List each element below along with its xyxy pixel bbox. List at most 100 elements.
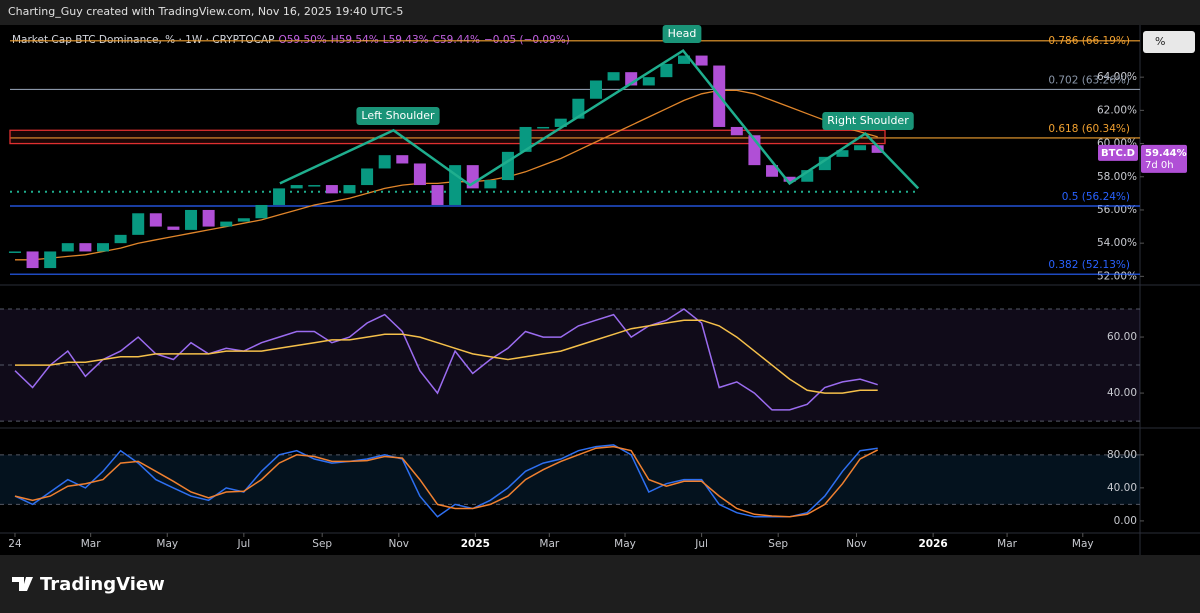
fib-label: 0.5 (56.24%)	[1062, 191, 1130, 203]
price-tag-bg	[1141, 144, 1187, 173]
brand-icon	[12, 577, 33, 591]
candle	[44, 251, 57, 269]
y-tick-label: 58.00%	[1097, 171, 1137, 183]
legend-text: H59.54%	[331, 34, 379, 46]
candle	[290, 185, 303, 189]
candle	[836, 150, 849, 157]
candle	[537, 126, 550, 129]
candle	[396, 155, 409, 164]
candle	[484, 180, 497, 189]
candle	[79, 243, 92, 252]
candle	[519, 126, 532, 152]
price-tag-symbol: BTC.D	[1101, 148, 1135, 159]
price-tag-countdown: 7d 0h	[1145, 160, 1174, 171]
candle	[642, 77, 655, 86]
x-tick-label: Mar	[81, 538, 101, 550]
candle	[220, 221, 233, 227]
x-tick-label: Nov	[389, 538, 410, 550]
pattern-label: Right Shoulder	[827, 114, 909, 127]
candle	[114, 234, 127, 244]
resistance-zone	[9, 129, 886, 145]
candle	[730, 126, 743, 136]
chart-bg	[0, 25, 1200, 555]
legend-text: O59.50%	[278, 34, 326, 46]
candle	[325, 185, 338, 194]
legend-text: Market Cap BTC Dominance, % · 1W · CRYPT…	[12, 34, 274, 46]
y-tick-label: 40.00	[1107, 387, 1137, 399]
indicator-line	[15, 319, 878, 394]
indicator-line	[14, 444, 878, 518]
x-tick-label: Mar	[539, 538, 559, 550]
y-tick-label: 0.00	[1114, 515, 1137, 527]
pattern-label-bg	[662, 25, 702, 43]
candle	[8, 251, 21, 253]
candle	[801, 170, 814, 182]
candle	[237, 218, 250, 222]
candle	[96, 243, 109, 252]
pattern-label: Head	[668, 27, 697, 40]
fib-label: 0.702 (63.26%)	[1048, 74, 1130, 86]
y-tick-label: 56.00%	[1097, 204, 1137, 216]
legend-text: C59.44%	[433, 34, 480, 46]
y-tick-label: 80.00	[1107, 449, 1137, 461]
head-shoulders	[279, 48, 920, 190]
fib-label: 0.382 (52.13%)	[1048, 259, 1130, 271]
candle	[149, 213, 162, 227]
scale-button-label[interactable]: %	[1155, 35, 1165, 48]
pattern-label-bg	[356, 107, 440, 125]
candle	[273, 188, 286, 205]
credit: Charting_Guy created with TradingView.co…	[8, 5, 403, 18]
x-tick-label: Jul	[237, 538, 251, 550]
candle	[678, 55, 690, 64]
legend: Market Cap BTC Dominance, % · 1W · CRYPT…	[12, 34, 570, 46]
x-tick-label: 24	[8, 538, 22, 550]
pattern-label: Left Shoulder	[361, 109, 435, 122]
x-tick-label: May	[1072, 538, 1094, 550]
candle	[185, 209, 198, 230]
y-tick-label: 40.00	[1107, 482, 1137, 494]
scale-button[interactable]	[1143, 31, 1195, 53]
pattern-label-bg	[822, 112, 914, 130]
indicator-line	[14, 445, 879, 518]
candle	[871, 145, 884, 153]
y-tick-label: 54.00%	[1097, 237, 1137, 249]
price-tag-bg	[1098, 144, 1138, 161]
candle	[343, 185, 356, 194]
candle	[308, 185, 321, 187]
moving-average	[15, 89, 878, 261]
candle	[766, 165, 779, 177]
candle	[361, 168, 374, 186]
x-tick-label: Sep	[768, 538, 788, 550]
x-tick-label: 2025	[461, 538, 490, 550]
candle	[132, 213, 145, 235]
candle	[818, 156, 831, 171]
y-tick-label: 62.00%	[1097, 104, 1137, 116]
candle	[378, 155, 391, 169]
x-tick-label: May	[156, 538, 178, 550]
fib-label: 0.786 (66.19%)	[1048, 35, 1130, 47]
x-tick-label: Jul	[694, 538, 708, 550]
candle	[589, 80, 602, 99]
candle	[61, 243, 74, 252]
candle	[413, 163, 426, 186]
y-tick-label: 52.00%	[1097, 270, 1137, 282]
candle	[255, 204, 268, 219]
x-tick-label: Sep	[312, 538, 332, 550]
indicator-line	[14, 308, 878, 411]
candle	[854, 145, 867, 151]
legend-text: L59.43%	[383, 34, 429, 46]
candle	[607, 72, 620, 81]
y-tick-label: 60.00	[1107, 331, 1137, 343]
candle	[26, 251, 39, 269]
price-tag-price: 59.44%	[1145, 148, 1187, 159]
candle	[554, 118, 567, 127]
y-tick-label: 64.00%	[1097, 71, 1137, 83]
x-tick-label: Mar	[997, 538, 1017, 550]
candle	[695, 55, 708, 66]
plot: 52.00% 54.00% 56.00% 58.00% 60.00% 62.00% 64.0…	[0, 25, 1187, 550]
brand: TradingView	[40, 574, 165, 595]
footer: TradingView	[12, 574, 165, 595]
legend-text: −0.05 (−0.09%)	[484, 34, 570, 46]
x-tick-label: Nov	[846, 538, 867, 550]
